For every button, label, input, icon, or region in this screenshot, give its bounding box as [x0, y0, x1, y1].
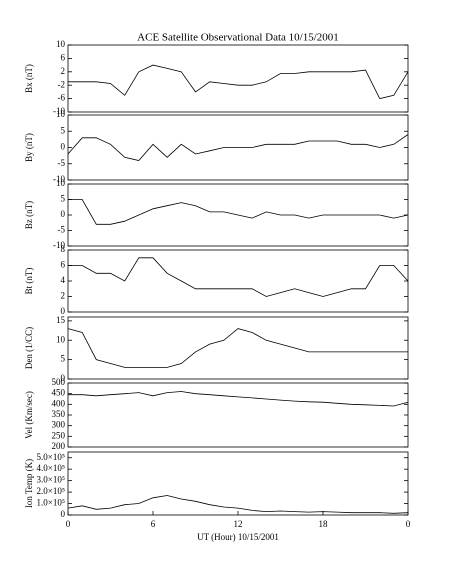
y-tick-label: 5.0×10⁵ — [37, 452, 65, 462]
y-tick-label: 10 — [56, 334, 66, 344]
y-tick-label: 5 — [61, 194, 66, 204]
panel-frame — [67, 249, 409, 313]
y-tick-label: 400 — [52, 398, 66, 408]
y-tick-label: 450 — [52, 388, 66, 398]
panel-frame — [67, 451, 409, 516]
y-tick-label: 5 — [61, 125, 66, 135]
y-tick-label: 15 — [56, 315, 66, 325]
y-tick-label: 6 — [61, 260, 66, 270]
y-tick-label: 4.0×10⁵ — [37, 463, 65, 473]
y-tick-label: 8 — [61, 244, 66, 254]
x-axis-label: UT (Hour) 10/15/2001 — [197, 532, 279, 542]
data-line — [67, 328, 408, 368]
y-axis-label: By (nT) — [24, 133, 34, 162]
y-tick-label: 0 — [61, 509, 66, 519]
x-tick-label: 0 — [406, 519, 411, 529]
y-tick-label: 200 — [52, 441, 66, 451]
y-tick-label: -10 — [53, 174, 65, 184]
data-line — [67, 134, 409, 161]
y-axis-label: Bt (nT) — [24, 268, 34, 295]
y-axis-label: Ion Temp (K) — [24, 459, 34, 508]
data-line — [68, 257, 409, 297]
y-tick-label: 500 — [52, 377, 66, 387]
y-tick-label: 4 — [61, 275, 66, 285]
y-tick-label: 300 — [52, 420, 66, 430]
panel-frame — [67, 382, 409, 448]
x-tick-label: 0 — [66, 519, 71, 529]
y-tick-label: 10 — [56, 109, 66, 119]
chart-title: ACE Satellite Observational Data 10/15/2… — [137, 32, 339, 44]
panel-frame — [67, 316, 409, 380]
y-tick-label: 0 — [61, 373, 66, 383]
y-tick-label: 6 — [61, 52, 66, 62]
y-tick-label: 2 — [61, 291, 66, 301]
y-tick-label: -5 — [58, 158, 66, 168]
y-tick-label: 3.0×10⁵ — [37, 475, 65, 485]
data-line — [67, 495, 409, 514]
y-tick-label: -10 — [53, 106, 65, 116]
y-axis-label: Bz (nT) — [24, 201, 34, 229]
data-line — [68, 199, 409, 225]
y-tick-label: 5 — [61, 354, 66, 364]
x-tick-label: 18 — [319, 519, 329, 529]
y-tick-label: -5 — [58, 225, 66, 235]
y-tick-label: 10 — [56, 178, 66, 188]
y-tick-label: -2 — [58, 79, 66, 89]
y-axis-label: Den (1/CC) — [24, 327, 34, 369]
y-tick-label: -6 — [58, 93, 66, 103]
data-line — [68, 64, 409, 100]
x-tick-label: 6 — [151, 519, 156, 529]
x-tick-label: 12 — [234, 519, 243, 529]
y-axis-label: Bx (nT) — [24, 64, 34, 93]
y-tick-label: -10 — [53, 240, 65, 250]
y-tick-label: 0 — [61, 209, 66, 219]
panel-frame — [67, 44, 409, 113]
y-tick-label: 2.0×10⁵ — [37, 486, 65, 496]
y-tick-label: 350 — [52, 409, 66, 419]
y-tick-label: 1.0×10⁵ — [37, 498, 65, 508]
data-line — [68, 391, 409, 407]
y-tick-label: 10 — [56, 39, 66, 49]
y-tick-label: 2 — [61, 66, 66, 76]
y-tick-label: 0 — [61, 306, 66, 316]
y-axis-label: Vel (Km/sec) — [24, 391, 34, 439]
y-tick-label: 0 — [61, 142, 66, 152]
y-tick-label: 250 — [52, 430, 66, 440]
